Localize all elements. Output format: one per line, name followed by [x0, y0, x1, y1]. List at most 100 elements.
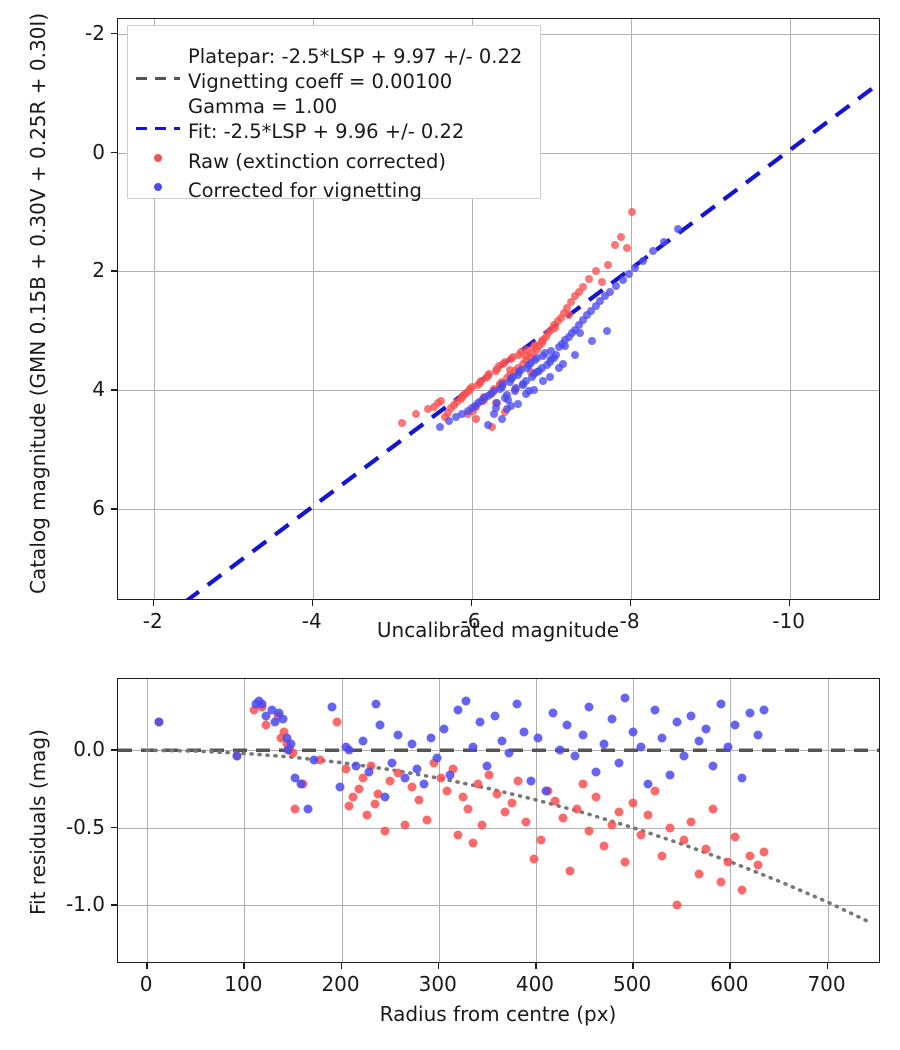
data-point [463, 406, 472, 415]
data-point [541, 786, 551, 796]
tick-mark-y [111, 151, 117, 154]
gridline-vertical [827, 679, 829, 962]
data-point [665, 823, 675, 833]
data-point [694, 736, 704, 746]
data-point [723, 857, 733, 867]
data-point [477, 820, 487, 830]
data-point [423, 405, 432, 414]
tick-label-y: -1.0 [65, 892, 105, 917]
data-point [426, 733, 436, 743]
data-point [448, 764, 458, 774]
data-point [513, 400, 522, 409]
data-point [620, 857, 630, 867]
tick-label-x: -8 [619, 609, 640, 633]
data-point [730, 832, 740, 842]
data-point [484, 770, 494, 780]
tick-mark-x [146, 963, 148, 969]
data-point [364, 767, 374, 777]
data-point [461, 696, 471, 706]
data-point [612, 281, 621, 290]
data-point [723, 742, 733, 752]
data-point [524, 387, 533, 396]
legend-vignetting-label: Vignetting coeff = 0.00100 [188, 70, 453, 93]
data-point [643, 810, 653, 820]
data-point [380, 826, 390, 836]
data-point [443, 408, 452, 417]
data-point [539, 376, 548, 385]
tick-mark-x [243, 963, 245, 969]
data-point [578, 282, 587, 291]
data-point [290, 773, 300, 783]
data-point [489, 409, 498, 418]
data-point [419, 779, 429, 789]
legend-vignetting-dash-icon [136, 77, 180, 81]
data-point [553, 317, 562, 326]
data-point [385, 776, 395, 786]
data-point [737, 773, 747, 783]
data-point [578, 730, 588, 740]
tick-label-y: -2 [85, 20, 105, 45]
tick-mark-y [111, 270, 117, 272]
data-point [617, 232, 626, 241]
data-point [491, 403, 500, 412]
data-point [559, 360, 568, 369]
data-point [533, 733, 543, 743]
data-point [362, 810, 372, 820]
data-point [643, 779, 653, 789]
data-point [483, 420, 492, 429]
data-point [584, 826, 594, 836]
data-point [672, 900, 682, 910]
data-point [400, 773, 410, 783]
tick-mark-x [534, 963, 537, 969]
data-point [453, 705, 463, 715]
top-panel-ylabel: Catalog magnitude (GMN 0.15B + 0.30V + 0… [26, 12, 50, 594]
data-point [519, 727, 529, 737]
bottom-panel-ylabel: Fit residuals (mag) [26, 729, 50, 915]
data-point [529, 386, 538, 395]
data-point [555, 745, 565, 755]
data-point [745, 851, 755, 861]
data-point [548, 708, 558, 718]
data-point [351, 761, 361, 771]
data-point [407, 782, 417, 792]
data-point [622, 243, 631, 252]
data-point [563, 304, 572, 313]
gridline-vertical [630, 19, 632, 599]
data-point [614, 758, 624, 768]
data-point [468, 742, 478, 752]
data-point [561, 336, 570, 345]
data-point [567, 329, 576, 338]
data-point [497, 414, 506, 423]
legend-raw-marker-icon [154, 154, 162, 162]
data-point [526, 358, 535, 367]
data-point [551, 350, 560, 359]
data-point [564, 311, 573, 320]
data-point [278, 714, 288, 724]
legend-platepar-label: Platepar: -2.5*LSP + 9.97 +/- 0.22 [188, 45, 523, 68]
data-point [397, 418, 406, 427]
data-point [504, 395, 513, 404]
tick-mark-y [111, 749, 117, 751]
gridline-horizontal [118, 271, 879, 273]
data-point [759, 847, 769, 857]
legend-gamma-label: Gamma = 1.00 [188, 95, 338, 118]
tick-label-y: 2 [92, 258, 105, 283]
data-point [545, 373, 554, 382]
data-point [507, 798, 517, 808]
data-point [574, 320, 583, 329]
data-point [344, 745, 354, 755]
data-point [547, 346, 556, 355]
tick-mark-x [729, 963, 731, 969]
data-point [591, 767, 601, 777]
data-point [610, 240, 619, 249]
data-point [521, 817, 531, 826]
data-point [344, 801, 354, 811]
data-point [296, 779, 306, 789]
data-point [261, 720, 271, 730]
data-point [716, 877, 726, 887]
bottom-panel-axes [117, 678, 880, 963]
data-point [540, 349, 549, 358]
tick-label-x: 700 [807, 972, 846, 996]
data-point [516, 365, 525, 374]
data-point [499, 380, 508, 389]
